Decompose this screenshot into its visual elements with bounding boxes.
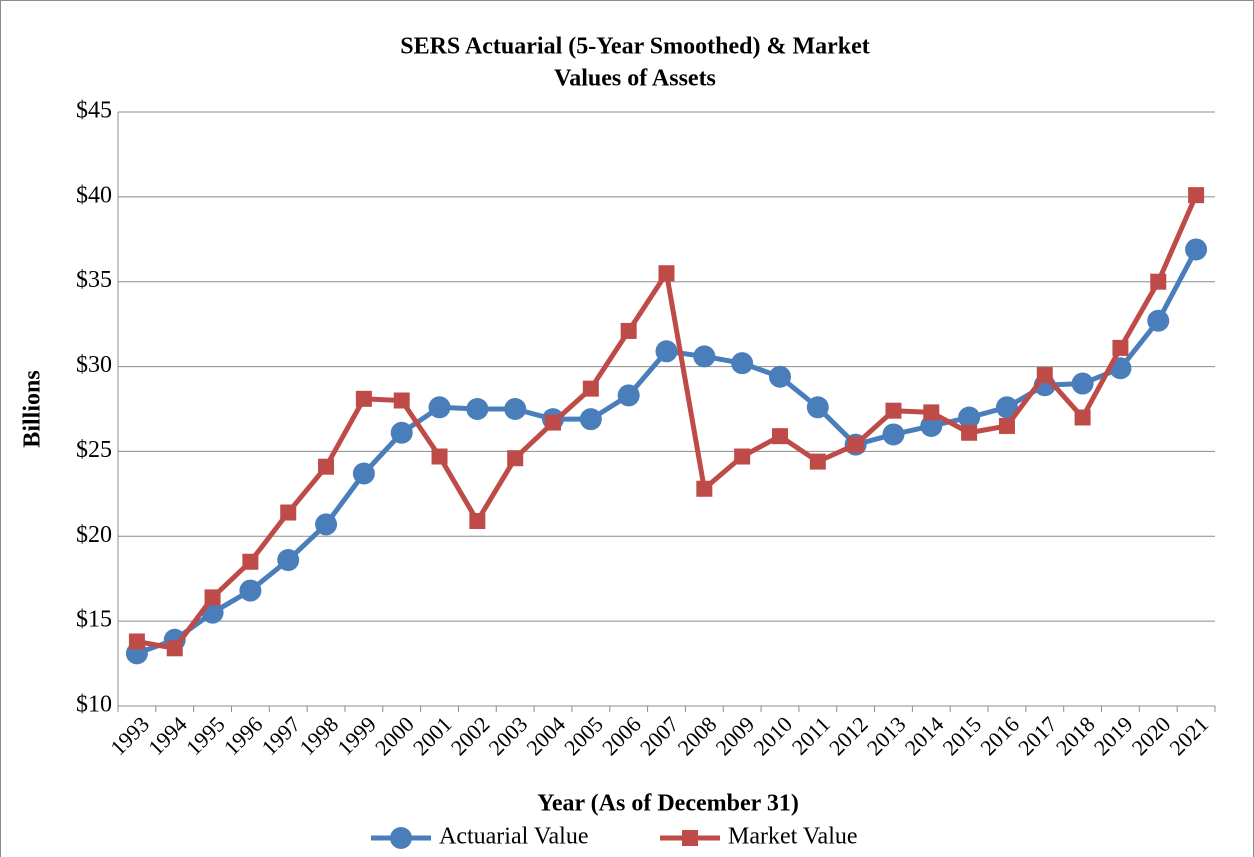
data-point [239, 579, 262, 602]
x-tick-label: 2011 [787, 711, 835, 759]
data-point [166, 640, 183, 657]
data-point [355, 390, 372, 407]
data-point [280, 504, 297, 521]
data-point [655, 340, 678, 363]
data-point [545, 414, 562, 431]
x-tick-label: 2003 [484, 711, 533, 760]
data-point [617, 384, 640, 407]
data-point [428, 396, 451, 419]
x-tick-label: 2001 [408, 711, 457, 760]
x-tick-label: 2021 [1164, 711, 1213, 760]
data-point [1112, 339, 1129, 356]
data-point [128, 633, 145, 650]
x-tick-label: 2010 [748, 711, 797, 760]
x-axis-label: Year (As of December 31) [537, 791, 799, 817]
data-point [923, 404, 940, 421]
x-tick-label: 2007 [635, 711, 684, 760]
series-line [136, 194, 1199, 651]
data-point [847, 436, 864, 453]
data-point [771, 428, 788, 445]
x-tick-label: 1996 [219, 711, 268, 760]
x-tick-label: 2013 [862, 711, 911, 760]
chart-title: Values of Assets [554, 66, 716, 92]
x-tick-label: 2006 [597, 711, 646, 760]
data-point [504, 398, 527, 420]
data-point [1188, 187, 1205, 204]
data-point [693, 345, 716, 368]
data-point [390, 421, 413, 444]
data-point [431, 448, 448, 465]
data-point [507, 450, 524, 467]
y-tick-label: $35 [76, 267, 112, 293]
data-point [582, 380, 599, 397]
data-point [393, 392, 410, 409]
x-tick-label: 2016 [975, 711, 1024, 760]
data-point [466, 398, 489, 420]
x-tick-label: 1993 [105, 711, 154, 760]
data-point [579, 408, 602, 431]
y-tick-label: $25 [76, 437, 112, 463]
x-tick-label: 1994 [143, 711, 192, 760]
data-point [277, 549, 300, 572]
data-point [204, 589, 221, 606]
x-tick-label: 1997 [257, 711, 306, 760]
data-point [1036, 367, 1053, 384]
data-point [731, 352, 754, 375]
x-tick-label: 2002 [446, 711, 495, 760]
data-point [315, 513, 338, 536]
data-point [995, 396, 1018, 419]
data-point [1074, 409, 1091, 426]
data-point [920, 414, 943, 437]
data-point [998, 417, 1015, 434]
data-point [1071, 372, 1094, 395]
legend-marker [390, 827, 412, 849]
legend-label: Market Value [728, 824, 858, 850]
x-tick-label: 2000 [370, 711, 419, 760]
x-tick-label: 2009 [710, 711, 759, 760]
data-point [809, 453, 826, 470]
data-point [1185, 238, 1208, 261]
data-point [806, 396, 829, 419]
data-point [734, 448, 751, 465]
data-point [1147, 309, 1170, 332]
legend-marker [682, 830, 698, 846]
x-tick-label: 1998 [294, 711, 343, 760]
data-point [620, 322, 637, 339]
y-tick-label: $40 [76, 182, 112, 208]
y-tick-label: $10 [76, 692, 112, 718]
data-point [961, 424, 978, 441]
x-tick-label: 2017 [1013, 711, 1062, 760]
y-tick-label: $45 [76, 98, 112, 124]
x-tick-label: 2018 [1051, 711, 1100, 760]
data-point [768, 365, 791, 388]
data-point [469, 513, 486, 530]
data-point [885, 402, 902, 419]
data-point [352, 462, 375, 485]
legend-label: Actuarial Value [439, 824, 589, 850]
x-tick-label: 2005 [559, 711, 608, 760]
x-tick-label: 2015 [937, 711, 986, 760]
x-tick-label: 1999 [332, 711, 381, 760]
data-point [882, 423, 905, 446]
data-point [958, 406, 981, 429]
y-tick-label: $30 [76, 352, 112, 378]
x-tick-label: 2004 [521, 711, 570, 760]
data-point [696, 480, 713, 497]
data-point [1150, 273, 1167, 290]
data-point [658, 265, 675, 282]
data-point [318, 458, 335, 475]
x-tick-label: 2012 [824, 711, 873, 760]
y-axis-label: Billions [20, 370, 46, 447]
x-tick-label: 1995 [181, 711, 230, 760]
data-point [242, 553, 259, 570]
x-tick-label: 2019 [1089, 711, 1138, 760]
x-tick-label: 2008 [673, 711, 722, 760]
y-tick-label: $20 [76, 522, 112, 548]
x-tick-label: 2020 [1127, 711, 1176, 760]
x-tick-label: 2014 [900, 711, 949, 760]
chart-title: SERS Actuarial (5-Year Smoothed) & Marke… [400, 34, 870, 60]
y-tick-label: $15 [76, 607, 112, 633]
